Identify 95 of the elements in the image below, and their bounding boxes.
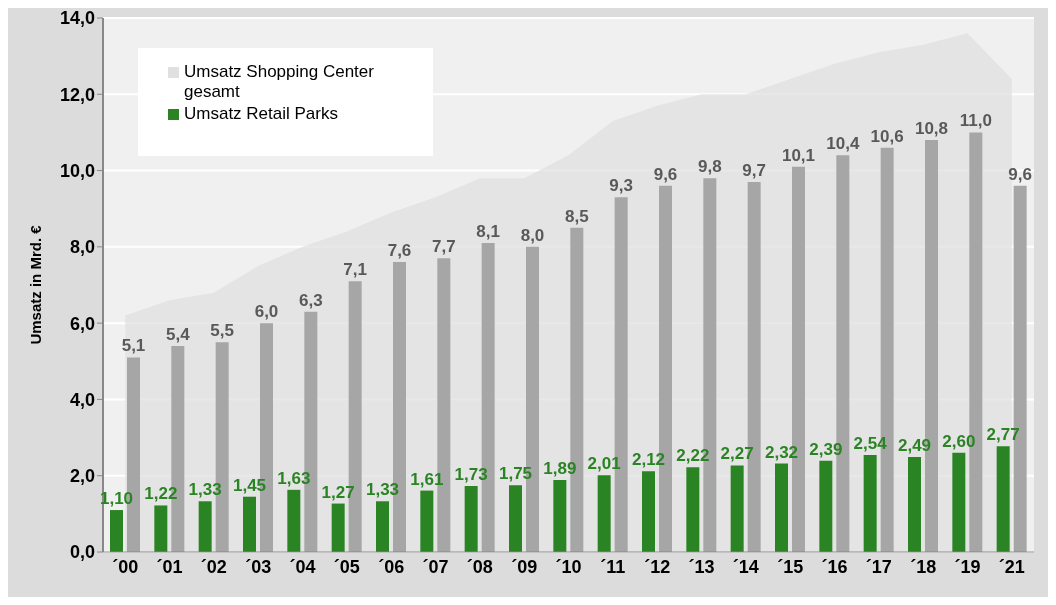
data-label: 1,89	[543, 458, 577, 478]
legend-label: Umsatz Retail Parks	[184, 104, 338, 124]
data-label: 1,45	[232, 475, 267, 495]
data-label: 2,54	[853, 434, 888, 454]
bar	[642, 471, 655, 552]
data-label: 6,0	[254, 302, 279, 322]
data-label: 1,33	[365, 480, 400, 500]
x-tick-label: ´06	[378, 556, 405, 577]
data-label: 2,77	[986, 425, 1020, 445]
data-label: 1,75	[498, 464, 533, 484]
data-label: 1,27	[321, 482, 355, 502]
data-label: 8,5	[565, 206, 589, 226]
bar	[331, 503, 345, 552]
x-tick-label: ´19	[954, 556, 981, 577]
bar	[863, 455, 877, 552]
data-label: 5,5	[210, 321, 234, 341]
x-tick-label: ´02	[200, 556, 227, 577]
x-tick-label: ´07	[422, 556, 449, 577]
legend-label: Umsatz Shopping Center gesamt	[184, 62, 375, 102]
bar	[908, 457, 921, 552]
x-tick-label: ´01	[156, 556, 183, 577]
bar	[287, 489, 301, 552]
data-label: 11,0	[959, 111, 992, 131]
x-tick-label: ´15	[777, 556, 804, 577]
bar	[996, 446, 1010, 552]
bar	[952, 452, 966, 552]
x-tick-label: ´03	[245, 556, 272, 577]
bar	[243, 496, 256, 552]
data-label: 10,1	[781, 145, 816, 165]
bar	[553, 479, 567, 552]
data-label: 2,12	[631, 450, 666, 470]
data-label: 2,60	[942, 431, 976, 451]
data-label: 1,10	[99, 489, 134, 509]
x-tick-label: ´04	[289, 556, 316, 577]
y-tick-label: 4,0	[69, 389, 95, 410]
data-label: 2,22	[676, 446, 710, 466]
bar	[420, 490, 434, 552]
data-label: 7,1	[343, 260, 367, 280]
data-label: 8,1	[476, 222, 500, 242]
y-tick-label: 0,0	[69, 542, 95, 563]
y-tick-label: 14,0	[59, 8, 95, 29]
bar	[376, 501, 389, 552]
data-label: 7,7	[432, 237, 456, 257]
x-tick-label: ´08	[466, 556, 493, 577]
bar	[819, 460, 833, 552]
data-label: 6,3	[299, 290, 323, 310]
bar	[686, 467, 700, 552]
bar	[198, 501, 212, 552]
y-tick-label: 8,0	[69, 237, 95, 258]
x-tick-label: ´13	[688, 556, 715, 577]
bar	[509, 485, 522, 552]
data-label: 8,0	[520, 225, 545, 245]
bar	[730, 465, 744, 552]
data-label: 9,6	[653, 164, 678, 184]
data-label: 5,1	[121, 336, 146, 356]
x-tick-label: ´12	[644, 556, 671, 577]
x-tick-label: ´17	[865, 556, 892, 577]
bar	[597, 475, 611, 552]
bar	[110, 510, 123, 552]
data-label: 1,73	[454, 465, 488, 485]
bar	[464, 486, 478, 552]
data-label: 5,4	[166, 325, 191, 345]
x-tick-label: ´00	[112, 556, 139, 577]
data-label: 10,8	[914, 119, 949, 139]
y-tick-label: 12,0	[59, 84, 95, 105]
data-label: 9,7	[742, 161, 766, 181]
x-tick-label: ´18	[910, 556, 937, 577]
data-label: 10,6	[870, 126, 904, 146]
data-label: 10,4	[826, 134, 860, 154]
data-label: 1,33	[188, 480, 222, 500]
data-label: 9,6	[1008, 164, 1032, 184]
bar	[775, 463, 788, 552]
x-tick-label: ´16	[821, 556, 848, 577]
data-label: 2,32	[764, 442, 799, 462]
y-axis-title: Umsatz in Mrd. €	[27, 224, 45, 345]
y-tick-label: 10,0	[59, 160, 95, 181]
x-tick-label: ´09	[511, 556, 538, 577]
x-tick-label: ´05	[333, 556, 360, 577]
x-tick-label: ´21	[998, 556, 1025, 577]
x-tick-label: ´10	[555, 556, 582, 577]
data-label: 2,27	[720, 444, 754, 464]
data-label: 9,3	[609, 176, 633, 196]
y-tick-label: 2,0	[69, 466, 95, 487]
x-tick-label: ´14	[732, 556, 759, 577]
data-label: 9,8	[698, 157, 722, 177]
data-label: 7,6	[387, 241, 412, 261]
bar	[154, 505, 168, 552]
data-label: 2,01	[587, 454, 621, 474]
data-label: 1,63	[277, 468, 311, 488]
x-tick-label: ´11	[600, 556, 626, 577]
data-label: 1,22	[144, 484, 178, 504]
y-tick-label: 6,0	[69, 313, 95, 334]
data-label: 2,49	[897, 436, 932, 456]
data-label: 2,39	[809, 439, 843, 459]
data-label: 1,61	[410, 469, 444, 489]
